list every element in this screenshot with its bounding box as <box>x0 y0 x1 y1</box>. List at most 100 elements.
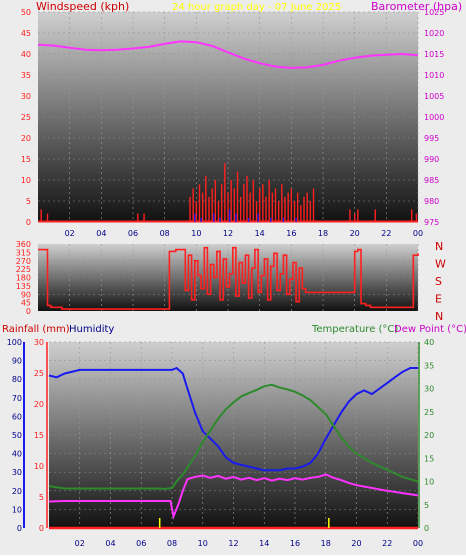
humidity-axis-tick-label: 30 <box>12 468 22 477</box>
rainfall-axis-tick-label: 15 <box>34 431 44 440</box>
wind-direction-line <box>38 246 419 310</box>
top-x-axis-tick-label: 06 <box>128 229 138 238</box>
bottom-x-axis-tick-label: 14 <box>259 539 269 548</box>
rainfall-axis-tick-label: 10 <box>34 462 44 471</box>
windspeed-axis-tick-label: 10 <box>21 176 31 185</box>
humidity-axis-tick-label: 10 <box>12 505 22 514</box>
direction-label: W <box>435 258 446 271</box>
windspeed-axis-tick-label: 45 <box>21 29 31 38</box>
windspeed-axis-tick-label: 5 <box>26 197 31 206</box>
temperature-axis-tick-label: 20 <box>424 431 434 440</box>
bottom-x-axis-tick-label: 22 <box>382 539 392 548</box>
barometer-axis-tick-label: 1005 <box>424 92 444 101</box>
humidity-axis-title: Humidity <box>69 324 114 335</box>
bottom-x-axis-tick-label: 10 <box>198 539 208 548</box>
temperature-axis-tick-label: 5 <box>424 501 429 510</box>
axis-layer: 0510152025303540455097598098599099510001… <box>7 8 445 548</box>
direction-axis-tick-label: 135 <box>16 282 31 291</box>
direction-axis-tick-label: 225 <box>16 265 31 274</box>
direction-axis-tick-label: 180 <box>16 274 31 283</box>
rainfall-axis-tick-label: 0 <box>39 524 44 533</box>
bottom-x-axis-tick-label: 20 <box>351 539 361 548</box>
top-x-axis-tick-label: 18 <box>318 229 328 238</box>
windspeed-axis-tick-label: 20 <box>21 134 31 143</box>
barometer-axis-tick-label: 1010 <box>424 71 444 80</box>
temperature-line <box>48 383 419 490</box>
bottom-x-axis-tick-label: 12 <box>228 539 238 548</box>
bottom-x-axis-tick-label: 18 <box>321 539 331 548</box>
top-x-axis-tick-label: 08 <box>160 229 170 238</box>
bottom-x-axis-tick-label: 16 <box>290 539 300 548</box>
direction-axis-tick-label: 360 <box>16 240 31 249</box>
graph-title: 24 hour graph day - 07 June 2025 <box>172 2 341 13</box>
direction-label: N <box>435 310 443 323</box>
barometer-axis-tick-label: 1000 <box>424 113 444 122</box>
humidity-axis-tick-label: 20 <box>12 487 22 496</box>
humidity-axis-tick-label: 40 <box>12 450 22 459</box>
rainfall-axis-tick-label: 5 <box>39 493 44 502</box>
bottom-x-axis-tick-label: 04 <box>105 539 115 548</box>
bottom-x-axis-tick-label: 00 <box>413 539 423 548</box>
rainfall-axis-tick-label: 20 <box>34 400 44 409</box>
temperature-axis-tick-label: 25 <box>424 408 434 417</box>
rainfall-axis-tick-label: 25 <box>34 369 44 378</box>
temperature-axis-tick-label: 0 <box>424 524 429 533</box>
top-x-axis-tick-label: 10 <box>191 229 201 238</box>
humidity-line <box>48 366 418 472</box>
windspeed-axis-tick-label: 40 <box>21 50 31 59</box>
humidity-axis-tick-label: 90 <box>12 357 22 366</box>
direction-label: S <box>435 275 442 288</box>
direction-axis-tick-label: 270 <box>16 257 31 266</box>
direction-axis-tick-label: 45 <box>21 299 31 308</box>
temperature-axis-tick-label: 30 <box>424 385 434 394</box>
humidity-axis-tick-label: 50 <box>12 431 22 440</box>
barometer-axis-tick-label: 990 <box>424 155 439 164</box>
temperature-axis-tick-label: 35 <box>424 361 434 370</box>
barometer-axis-tick-label: 995 <box>424 134 439 143</box>
temperature-axis-title: Temperature (°C) <box>311 324 398 335</box>
barometer-axis-tick-label: 985 <box>424 176 439 185</box>
dewpoint-axis-title: Dew Point (°C) <box>394 324 466 335</box>
humidity-axis-tick-label: 70 <box>12 394 22 403</box>
windspeed-axis-title: Windspeed (kph) <box>36 0 129 13</box>
dewpoint-line <box>48 473 419 520</box>
barometer-axis-tick-label: 980 <box>424 197 439 206</box>
windspeed-axis-tick-label: 30 <box>21 92 31 101</box>
temperature-axis-tick-label: 40 <box>424 338 434 347</box>
temperature-axis-tick-label: 15 <box>424 454 434 463</box>
direction-axis-tick-label: 90 <box>21 290 31 299</box>
barometer-line <box>37 40 419 69</box>
direction-label: E <box>435 293 442 306</box>
direction-axis-tick-label: 315 <box>16 248 31 257</box>
top-x-axis-tick-label: 04 <box>96 229 106 238</box>
top-x-axis-tick-label: 14 <box>255 229 265 238</box>
barometer-axis-tick-label: 975 <box>424 218 439 227</box>
top-x-axis-tick-label: 20 <box>350 229 360 238</box>
windspeed-axis-tick-label: 35 <box>21 71 31 80</box>
windspeed-axis-tick-label: 50 <box>21 8 31 17</box>
barometer-axis-tick-label: 1025 <box>424 8 444 17</box>
humidity-axis-tick-label: 100 <box>7 338 22 347</box>
top-x-axis-tick-label: 16 <box>286 229 296 238</box>
bottom-x-axis-tick-label: 08 <box>167 539 177 548</box>
top-x-axis-tick-label: 12 <box>223 229 233 238</box>
direction-label: N <box>435 240 443 253</box>
top-x-axis-tick-label: 22 <box>381 229 391 238</box>
top-x-axis-tick-label: 02 <box>65 229 75 238</box>
temperature-axis-tick-label: 10 <box>424 478 434 487</box>
bottom-x-axis-tick-label: 02 <box>75 539 85 548</box>
windspeed-axis-tick-label: 25 <box>21 113 31 122</box>
windspeed-axis-tick-label: 0 <box>26 218 31 227</box>
rainfall-axis-title: Rainfall (mm) <box>2 324 70 335</box>
direction-axis-tick-label: 0 <box>26 307 31 316</box>
humidity-axis-tick-label: 0 <box>17 524 22 533</box>
barometer-axis-tick-label: 1015 <box>424 50 444 59</box>
windspeed-axis-tick-label: 15 <box>21 155 31 164</box>
top-x-axis-tick-label: 00 <box>413 229 423 238</box>
series-layer <box>37 40 419 530</box>
humidity-axis-tick-label: 80 <box>12 375 22 384</box>
barometer-axis-title: Barometer (hpa) <box>371 0 462 13</box>
